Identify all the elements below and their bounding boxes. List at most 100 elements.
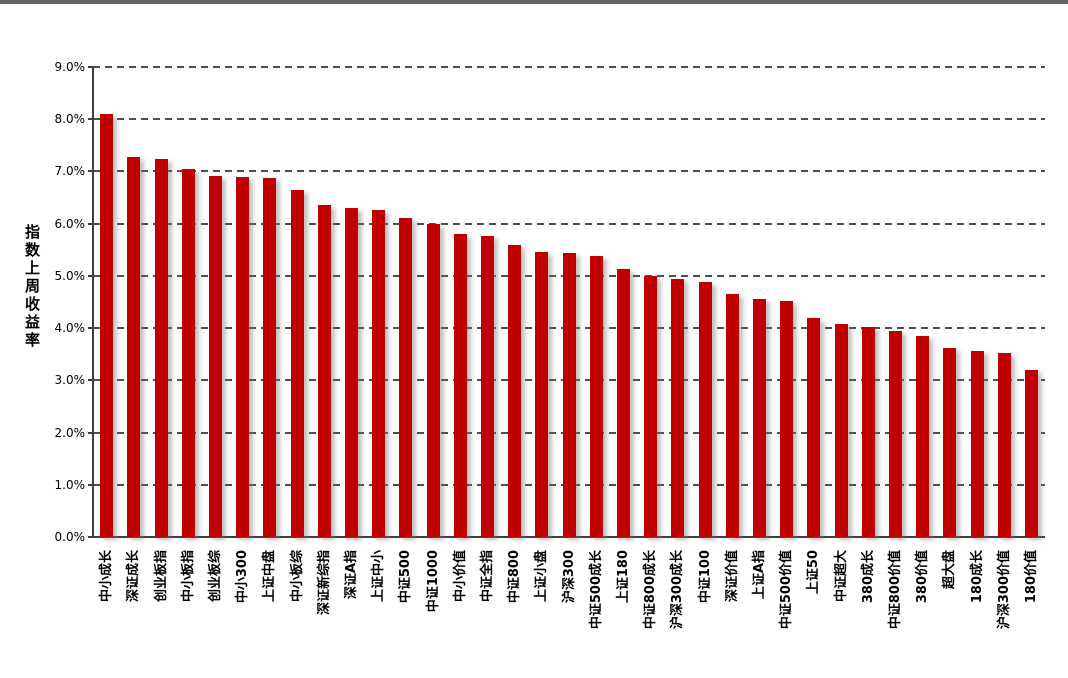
x-category-label: 创业板指	[153, 550, 169, 603]
y-axis-tick	[88, 379, 93, 382]
x-category-label: 中小板指	[180, 550, 196, 603]
x-axis-line	[92, 536, 1045, 538]
y-tick-label: 1.0%	[54, 477, 86, 492]
y-tick-label: 7.0%	[54, 164, 86, 179]
x-category-label: 380价值	[915, 550, 931, 604]
bar	[508, 244, 522, 537]
x-category-label: 沪深300价值	[996, 550, 1012, 630]
y-tick-label: 9.0%	[54, 60, 86, 74]
bar	[888, 331, 902, 537]
bar	[181, 168, 195, 537]
bar	[997, 352, 1011, 537]
x-category-label: 中证1000	[425, 550, 441, 613]
bar	[861, 326, 875, 537]
y-axis-tick	[88, 483, 93, 486]
x-category-label: 深证成长	[126, 550, 142, 603]
x-category-label: 上证180	[615, 550, 631, 604]
bar	[372, 209, 386, 537]
y-tick-label: 6.0%	[54, 216, 86, 231]
bar	[970, 351, 984, 537]
x-category-label: 上证中盘	[262, 550, 278, 603]
y-axis-title: 指数上周收益率	[23, 224, 41, 350]
x-category-label: 中证100	[697, 550, 713, 604]
y-axis-tick	[88, 118, 93, 121]
bar	[780, 300, 794, 537]
x-category-label: 中证800价值	[887, 550, 903, 630]
y-axis-tick	[88, 536, 93, 538]
y-axis-line	[92, 67, 94, 537]
x-category-label: 中小板综	[289, 550, 305, 603]
x-category-label: 沪深300	[561, 550, 577, 604]
y-tick-label: 8.0%	[54, 112, 86, 127]
bar	[725, 293, 739, 537]
y-axis-tick	[88, 170, 93, 173]
bar	[453, 234, 467, 537]
y-axis-tick	[88, 222, 93, 225]
x-category-label: 中证800成长	[643, 550, 659, 630]
gridline	[93, 118, 1045, 121]
gridline	[93, 222, 1045, 225]
x-category-label: 中小价值	[452, 550, 468, 603]
bar	[426, 223, 440, 537]
bar	[154, 159, 168, 537]
y-axis-tick	[88, 66, 93, 68]
bar	[127, 157, 141, 537]
x-category-label: 180价值	[1023, 550, 1039, 604]
bar	[644, 275, 658, 537]
y-tick-label: 3.0%	[54, 373, 86, 388]
x-category-label: 180成长	[969, 550, 985, 604]
bar	[834, 323, 848, 537]
bar	[916, 335, 930, 537]
page-divider	[0, 0, 1068, 4]
x-category-label: 中证500价值	[779, 550, 795, 630]
bar	[535, 251, 549, 537]
x-category-label: 创业板综	[207, 550, 223, 603]
x-category-label: 中小300	[235, 550, 251, 604]
bar	[208, 176, 222, 537]
bar	[589, 256, 603, 537]
y-tick-label: 0.0%	[54, 530, 86, 544]
x-category-label: 深证新综指	[316, 550, 332, 616]
bar	[671, 278, 685, 537]
gridline	[93, 170, 1045, 173]
bar	[562, 253, 576, 537]
bar	[236, 177, 250, 537]
y-axis-tick	[88, 431, 93, 434]
x-category-label: 中证500	[398, 550, 414, 604]
bar	[616, 268, 630, 537]
bar	[1024, 369, 1038, 537]
bar	[344, 208, 358, 537]
y-axis-tick	[88, 327, 93, 330]
gridline	[93, 66, 1045, 68]
x-category-label: 中小成长	[99, 550, 115, 603]
x-category-label: 中证超大	[833, 550, 849, 603]
y-axis-tick	[88, 274, 93, 277]
x-category-label: 中证500成长	[588, 550, 604, 630]
bar	[399, 218, 413, 537]
x-category-label: 深证A指	[343, 550, 359, 600]
bar	[263, 178, 277, 537]
x-category-label: 深证价值	[724, 550, 740, 603]
y-tick-label: 2.0%	[54, 425, 86, 440]
x-category-label: 上证A指	[751, 550, 767, 600]
bar	[698, 281, 712, 537]
bar	[807, 318, 821, 537]
x-category-label: 中证800	[507, 550, 523, 604]
x-category-label: 380成长	[860, 550, 876, 604]
x-category-label: 上证中小	[371, 550, 387, 603]
y-tick-label: 4.0%	[54, 321, 86, 336]
bar	[290, 189, 304, 537]
bar	[943, 347, 957, 537]
x-category-label: 上证小盘	[534, 550, 550, 603]
bar	[752, 299, 766, 537]
x-category-label: 超大盘	[942, 550, 958, 590]
bar	[100, 114, 114, 537]
bar	[480, 235, 494, 537]
x-category-label: 沪深300成长	[670, 550, 686, 630]
x-category-label: 中证全指	[479, 550, 495, 603]
bar	[317, 205, 331, 537]
x-category-label: 上证50	[806, 550, 822, 595]
y-tick-label: 5.0%	[54, 268, 86, 283]
